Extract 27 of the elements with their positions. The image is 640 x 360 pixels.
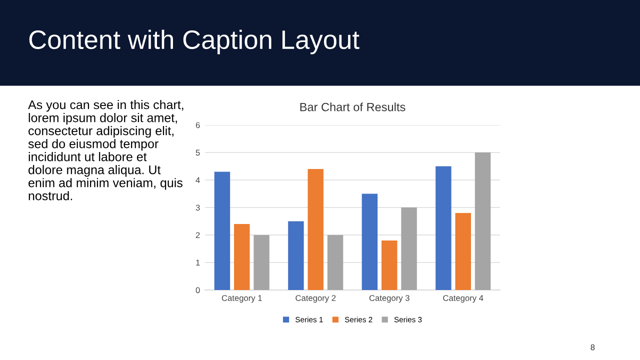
bar — [288, 221, 304, 290]
bar — [382, 240, 398, 290]
bar — [401, 208, 417, 290]
chart-title: Bar Chart of Results — [300, 102, 406, 112]
text: As you can see in this chart, lorem ipsum dolor sit amet, consectetur adipiscing elit, sed do eiusmod tempor incididunt ut labore et dolore magna aliqua. Ut enim ad minim veniam, quis nostrud. — [28, 100, 184, 200]
bar — [308, 169, 324, 290]
y-tick-label: 3 — [196, 204, 200, 211]
bar — [254, 235, 270, 290]
x-tick-label: Category 1 — [222, 295, 262, 303]
bar — [455, 213, 471, 290]
bar — [234, 224, 250, 290]
text: Content with Caption Layout — [29, 30, 360, 54]
bar — [362, 194, 378, 290]
y-tick-label: 1 — [196, 260, 200, 266]
x-tick-label: Category 2 — [296, 295, 336, 303]
bar — [327, 235, 344, 290]
y-tick-label: 0 — [196, 287, 200, 294]
y-tick-label: 5 — [196, 150, 200, 156]
bar — [214, 172, 230, 290]
x-tick-label: Category 4 — [443, 295, 484, 303]
text: 8 — [590, 344, 595, 350]
y-tick-label: 2 — [196, 232, 200, 238]
bar — [474, 152, 491, 290]
y-tick-label: 4 — [196, 177, 200, 184]
bar — [436, 166, 452, 290]
y-tick-label: 6 — [196, 122, 200, 128]
x-tick-label: Category 3 — [369, 295, 410, 303]
